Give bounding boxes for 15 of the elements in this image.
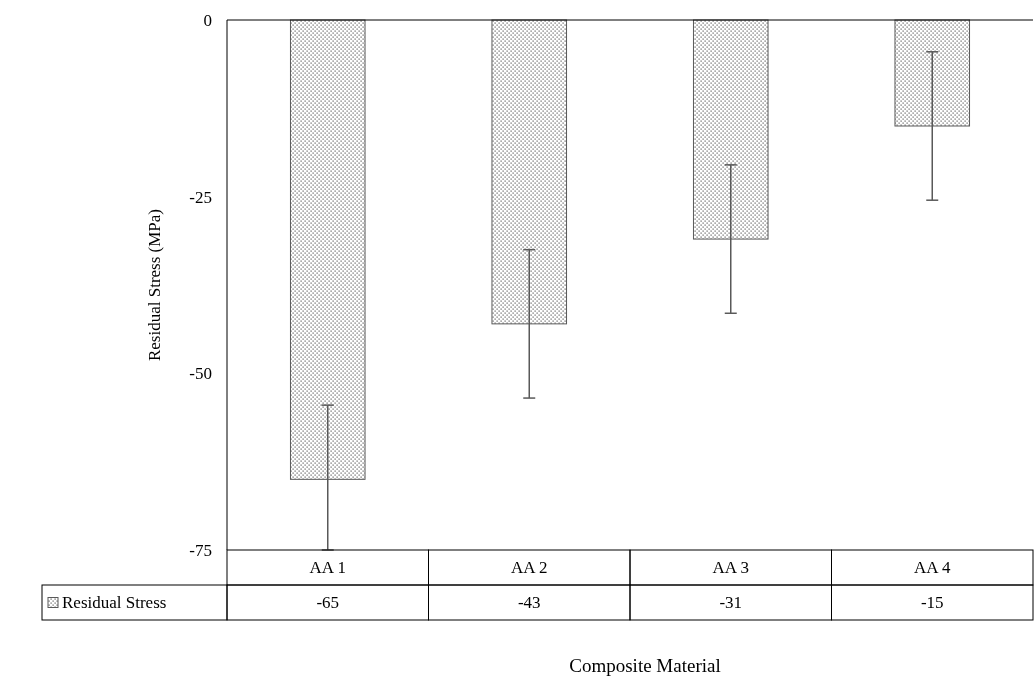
x-axis-title: Composite Material [569,655,721,676]
data-label: -43 [517,593,541,613]
x-tick-label: AA 1 [309,558,346,578]
data-label: -65 [316,593,340,613]
y-tick-label: 0 [203,10,212,30]
y-tick-label: -25 [189,187,212,207]
data-label: -15 [920,593,944,613]
y-tick-label: -75 [189,540,212,560]
legend-label: Residual Stress [62,593,167,613]
x-tick-label: AA 2 [511,558,548,578]
x-tick-label: AA 4 [914,558,951,578]
x-tick-label: AA 3 [712,558,749,578]
y-axis-title: Residual Stress (MPa) [145,208,164,362]
data-label: -31 [719,593,743,613]
y-tick-label: -50 [189,364,212,384]
